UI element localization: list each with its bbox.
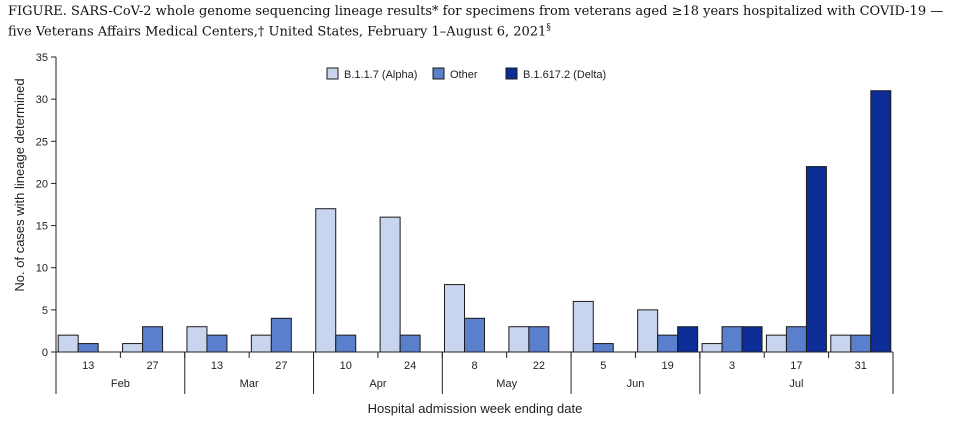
- bars: [57, 90, 892, 353]
- bar: [741, 326, 763, 353]
- y-tick-label: 35: [36, 52, 48, 64]
- x-tick-label: 3: [729, 360, 735, 372]
- bar: [77, 343, 99, 353]
- bar: [464, 317, 485, 353]
- bar: [57, 334, 79, 353]
- month-label: Jul: [789, 378, 803, 390]
- bar: [206, 334, 228, 353]
- bar: [765, 334, 787, 353]
- bar: [592, 343, 614, 353]
- legend-label: B.1.617.2 (Delta): [523, 69, 606, 81]
- bar: [657, 334, 679, 353]
- y-axis: 0 5 10 15 20 25 30 35: [36, 52, 57, 359]
- legend: B.1.1.7 (Alpha) Other B.1.617.2 (Delta): [326, 67, 606, 81]
- bar: [270, 317, 292, 353]
- month-label: Apr: [369, 378, 386, 390]
- bar: [508, 326, 530, 353]
- y-tick-label: 0: [42, 347, 48, 359]
- bar: [122, 343, 144, 353]
- bar: [315, 208, 337, 353]
- legend-swatch: [326, 67, 339, 80]
- bar: [142, 326, 164, 353]
- x-tick-label: 10: [340, 360, 352, 372]
- month-label: Mar: [240, 378, 259, 390]
- legend-swatch: [505, 67, 518, 80]
- month-label: Feb: [111, 378, 130, 390]
- figure-title: FIGURE. SARS-CoV-2 whole genome sequenci…: [8, 4, 944, 40]
- plot-area: [56, 57, 893, 352]
- bar: [785, 326, 807, 353]
- x-tick-label: 22: [533, 360, 545, 372]
- month-label: May: [496, 378, 517, 390]
- y-tick-label: 15: [36, 221, 48, 233]
- x-tick-label: 27: [275, 360, 287, 372]
- bar: [805, 166, 827, 353]
- x-tick-label: 13: [211, 360, 223, 372]
- x-tick-label: 27: [146, 360, 158, 372]
- y-axis-label: No. of cases with lineage determined: [12, 78, 27, 291]
- bar: [528, 326, 550, 353]
- bar: [870, 90, 892, 353]
- bar: [186, 326, 208, 353]
- x-tick-label: 24: [404, 360, 416, 372]
- y-tick-label: 20: [36, 178, 48, 190]
- x-tick-label: 8: [471, 360, 477, 372]
- x-axis: 13 27 13 27 10 24 8 22 5 19 3 17 31 Feb Mar Apr May Jun Ju…: [55, 351, 894, 394]
- x-tick-label: 5: [600, 360, 606, 372]
- bar: [250, 334, 272, 353]
- bar: [399, 334, 421, 353]
- x-tick-label: 17: [790, 360, 802, 372]
- bar: [721, 326, 743, 353]
- bar: [701, 343, 723, 353]
- y-tick-label: 25: [36, 136, 48, 148]
- legend-swatch: [432, 67, 445, 80]
- legend-label: B.1.1.7 (Alpha): [344, 69, 417, 81]
- x-axis-label: Hospital admission week ending date: [368, 401, 583, 416]
- y-tick-label: 10: [36, 263, 48, 275]
- bar: [444, 284, 465, 353]
- month-label: Jun: [627, 378, 645, 390]
- bar: [637, 309, 659, 353]
- legend-label: Other: [450, 69, 478, 81]
- plot-background: [56, 57, 893, 352]
- bar: [572, 300, 594, 353]
- x-tick-label: 31: [855, 360, 867, 372]
- bar: [850, 334, 872, 353]
- bar: [335, 334, 357, 353]
- x-tick-label: 19: [662, 360, 674, 372]
- bar: [830, 334, 852, 353]
- x-tick-label: 13: [82, 360, 94, 372]
- y-tick-label: 5: [42, 305, 48, 317]
- bar: [677, 326, 699, 353]
- bar: [379, 216, 401, 353]
- y-tick-label: 30: [36, 94, 48, 106]
